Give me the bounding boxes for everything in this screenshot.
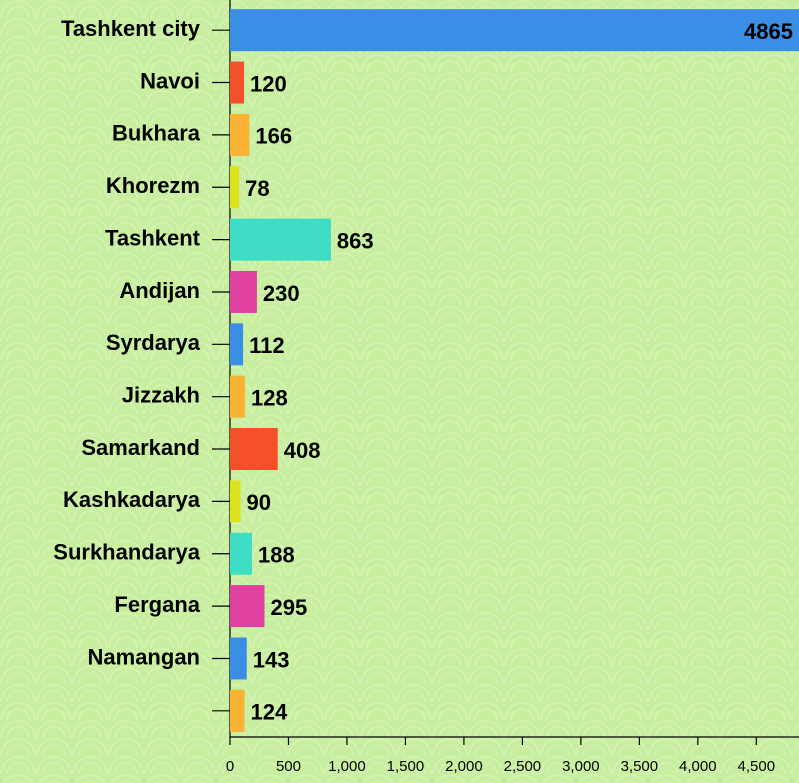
value-label: 124 (251, 700, 288, 725)
value-label: 230 (263, 281, 300, 306)
bar (230, 218, 331, 261)
x-tick-label: 3,000 (562, 758, 600, 775)
category-label: Jizzakh (122, 382, 200, 407)
x-tick-label: 4,500 (738, 758, 776, 775)
x-tick-label: 3,500 (621, 758, 659, 775)
x-tick-label: 500 (276, 758, 301, 775)
category-label: Surkhandarya (53, 540, 200, 565)
value-label: 166 (255, 124, 292, 149)
category-label: Tashkent city (61, 16, 201, 41)
x-tick-label: 4,000 (679, 758, 717, 775)
bar (230, 585, 265, 628)
bar (230, 113, 250, 156)
category-label: Navoi (140, 68, 200, 93)
value-label: 128 (251, 385, 288, 410)
bar (230, 323, 244, 366)
category-label: Kashkadarya (63, 487, 201, 512)
x-tick-label: 0 (226, 758, 234, 775)
bar (230, 637, 247, 680)
bar (230, 9, 799, 52)
category-label: Andijan (119, 278, 200, 303)
x-tick-label: 1,000 (328, 758, 366, 775)
bar (230, 532, 252, 575)
category-label: Samarkand (81, 435, 200, 460)
value-label: 120 (250, 71, 287, 96)
value-label: 112 (249, 333, 285, 358)
value-label: 863 (337, 228, 374, 253)
bar (230, 166, 240, 209)
bar (230, 480, 241, 523)
bar (230, 61, 245, 104)
value-label: 143 (253, 647, 290, 672)
value-label: 4865 (744, 19, 793, 44)
category-label: Bukhara (112, 121, 201, 146)
category-label: Syrdarya (106, 330, 201, 355)
value-label: 295 (271, 595, 308, 620)
bar (230, 689, 245, 732)
x-tick-label: 1,500 (387, 758, 425, 775)
bar (230, 270, 257, 313)
x-tick-label: 2,000 (445, 758, 483, 775)
value-label: 408 (284, 438, 321, 463)
category-label: Fergana (114, 592, 200, 617)
value-label: 90 (247, 490, 271, 515)
bar (230, 428, 278, 471)
category-label: Namangan (88, 644, 200, 669)
value-label: 78 (245, 176, 269, 201)
value-label: 188 (258, 543, 295, 568)
category-label: Khorezm (106, 173, 200, 198)
bar (230, 375, 245, 418)
x-tick-label: 2,500 (504, 758, 542, 775)
category-label: Tashkent (105, 225, 201, 250)
